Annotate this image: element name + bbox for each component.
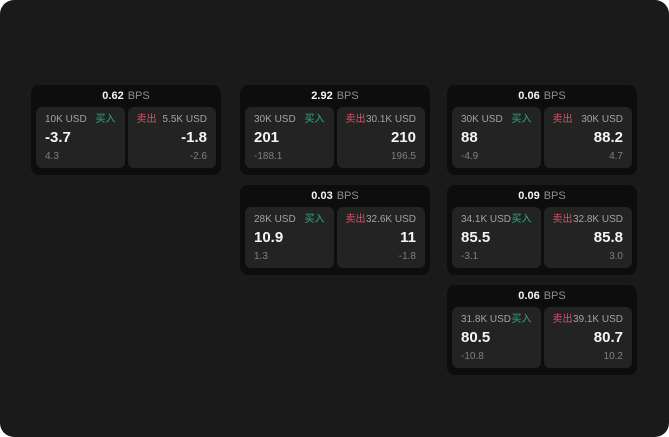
bps-unit-label: BPS bbox=[127, 90, 150, 102]
sell-panel[interactable]: 卖出 5.5K USD -1.8 -2.6 bbox=[127, 107, 216, 168]
buy-panel[interactable]: 28K USD 买入 10.9 1.3 bbox=[245, 207, 334, 268]
buy-delta: 1.3 bbox=[254, 251, 268, 262]
buy-delta: -10.8 bbox=[461, 351, 484, 362]
quote-panels: 10K USD 买入 -3.7 4.3 卖出 5.5K USD -1.8 -2.… bbox=[31, 107, 221, 168]
buy-delta: -4.9 bbox=[461, 151, 479, 162]
buy-label: 买入 bbox=[511, 114, 532, 125]
buy-price: 10.9 bbox=[254, 229, 284, 246]
sell-delta: -2.6 bbox=[189, 151, 207, 162]
sell-label: 卖出 bbox=[136, 114, 157, 125]
sell-label: 卖出 bbox=[552, 214, 573, 225]
quote-card: 0.03 BPS 28K USD 买入 10.9 1.3 卖出 32.6K US… bbox=[240, 185, 430, 275]
bps-unit-label: BPS bbox=[543, 290, 566, 302]
bps-unit-label: BPS bbox=[543, 190, 566, 202]
buy-panel[interactable]: 30K USD 买入 88 -4.9 bbox=[452, 107, 541, 168]
quote-card: 0.62 BPS 10K USD 买入 -3.7 4.3 卖出 5.5K USD… bbox=[31, 85, 221, 175]
quote-card: 0.06 BPS 30K USD 买入 88 -4.9 卖出 30K USD 8… bbox=[447, 85, 637, 175]
sell-delta: 4.7 bbox=[609, 151, 623, 162]
sell-panel[interactable]: 卖出 32.6K USD 11 -1.8 bbox=[336, 207, 425, 268]
buy-price: 88 bbox=[461, 129, 478, 146]
bps-header: 0.09 BPS bbox=[447, 185, 637, 207]
bps-unit-label: BPS bbox=[336, 190, 359, 202]
quote-card: 2.92 BPS 30K USD 买入 201 -188.1 卖出 30.1K … bbox=[240, 85, 430, 175]
bps-value: 0.09 bbox=[518, 190, 540, 202]
quote-panels: 30K USD 买入 88 -4.9 卖出 30K USD 88.2 4.7 bbox=[447, 107, 637, 168]
buy-price: 85.5 bbox=[461, 229, 491, 246]
buy-label: 买入 bbox=[95, 114, 116, 125]
sell-price: -1.8 bbox=[181, 129, 207, 146]
bps-value: 2.92 bbox=[311, 90, 333, 102]
sell-panel[interactable]: 卖出 32.8K USD 85.8 3.0 bbox=[543, 207, 632, 268]
sell-panel[interactable]: 卖出 39.1K USD 80.7 10.2 bbox=[543, 307, 632, 368]
bps-header: 0.06 BPS bbox=[447, 85, 637, 107]
sell-delta: 196.5 bbox=[390, 151, 416, 162]
sell-panel[interactable]: 卖出 30.1K USD 210 196.5 bbox=[336, 107, 425, 168]
buy-price: 80.5 bbox=[461, 329, 491, 346]
sell-amount: 32.8K USD bbox=[572, 214, 623, 225]
buy-delta: -3.1 bbox=[461, 251, 479, 262]
bps-value: 0.06 bbox=[518, 290, 540, 302]
bps-value: 0.03 bbox=[311, 190, 333, 202]
buy-amount: 34.1K USD bbox=[461, 214, 512, 225]
sell-amount: 32.6K USD bbox=[365, 214, 416, 225]
sell-amount: 39.1K USD bbox=[572, 314, 623, 325]
buy-panel[interactable]: 30K USD 买入 201 -188.1 bbox=[245, 107, 334, 168]
sell-delta: 10.2 bbox=[603, 351, 623, 362]
sell-amount: 30K USD bbox=[581, 114, 623, 125]
bps-unit-label: BPS bbox=[543, 90, 566, 102]
bps-header: 0.62 BPS bbox=[31, 85, 221, 107]
sell-panel[interactable]: 卖出 30K USD 88.2 4.7 bbox=[543, 107, 632, 168]
sell-amount: 5.5K USD bbox=[162, 114, 207, 125]
sell-label: 卖出 bbox=[552, 114, 573, 125]
sell-label: 卖出 bbox=[345, 214, 366, 225]
quote-panels: 30K USD 买入 201 -188.1 卖出 30.1K USD 210 1… bbox=[240, 107, 430, 168]
buy-amount: 30K USD bbox=[254, 114, 296, 125]
sell-label: 卖出 bbox=[345, 114, 366, 125]
buy-amount: 30K USD bbox=[461, 114, 503, 125]
quote-card: 0.09 BPS 34.1K USD 买入 85.5 -3.1 卖出 32.8K… bbox=[447, 185, 637, 275]
bps-header: 0.03 BPS bbox=[240, 185, 430, 207]
buy-amount: 10K USD bbox=[45, 114, 87, 125]
bps-header: 0.06 BPS bbox=[447, 285, 637, 307]
buy-price: -3.7 bbox=[45, 129, 71, 146]
bps-value: 0.62 bbox=[102, 90, 124, 102]
buy-label: 买入 bbox=[511, 314, 532, 325]
buy-amount: 31.8K USD bbox=[461, 314, 512, 325]
bps-value: 0.06 bbox=[518, 90, 540, 102]
bps-unit-label: BPS bbox=[336, 90, 359, 102]
buy-panel[interactable]: 34.1K USD 买入 85.5 -3.1 bbox=[452, 207, 541, 268]
quote-card: 0.06 BPS 31.8K USD 买入 80.5 -10.8 卖出 39.1… bbox=[447, 285, 637, 375]
buy-label: 买入 bbox=[304, 114, 325, 125]
buy-panel[interactable]: 31.8K USD 买入 80.5 -10.8 bbox=[452, 307, 541, 368]
buy-label: 买入 bbox=[304, 214, 325, 225]
sell-delta: 3.0 bbox=[609, 251, 623, 262]
sell-price: 210 bbox=[390, 129, 416, 146]
buy-panel[interactable]: 10K USD 买入 -3.7 4.3 bbox=[36, 107, 125, 168]
buy-label: 买入 bbox=[511, 214, 532, 225]
sell-price: 80.7 bbox=[593, 329, 623, 346]
sell-delta: -1.8 bbox=[398, 251, 416, 262]
sell-label: 卖出 bbox=[552, 314, 573, 325]
sell-price: 11 bbox=[400, 229, 416, 246]
quote-panels: 34.1K USD 买入 85.5 -3.1 卖出 32.8K USD 85.8… bbox=[447, 207, 637, 268]
buy-delta: 4.3 bbox=[45, 151, 59, 162]
sell-amount: 30.1K USD bbox=[365, 114, 416, 125]
bps-header: 2.92 BPS bbox=[240, 85, 430, 107]
sell-price: 85.8 bbox=[593, 229, 623, 246]
quote-panels: 31.8K USD 买入 80.5 -10.8 卖出 39.1K USD 80.… bbox=[447, 307, 637, 368]
quote-panels: 28K USD 买入 10.9 1.3 卖出 32.6K USD 11 -1.8 bbox=[240, 207, 430, 268]
sell-price: 88.2 bbox=[593, 129, 623, 146]
buy-delta: -188.1 bbox=[254, 151, 283, 162]
buy-amount: 28K USD bbox=[254, 214, 296, 225]
buy-price: 201 bbox=[254, 129, 280, 146]
